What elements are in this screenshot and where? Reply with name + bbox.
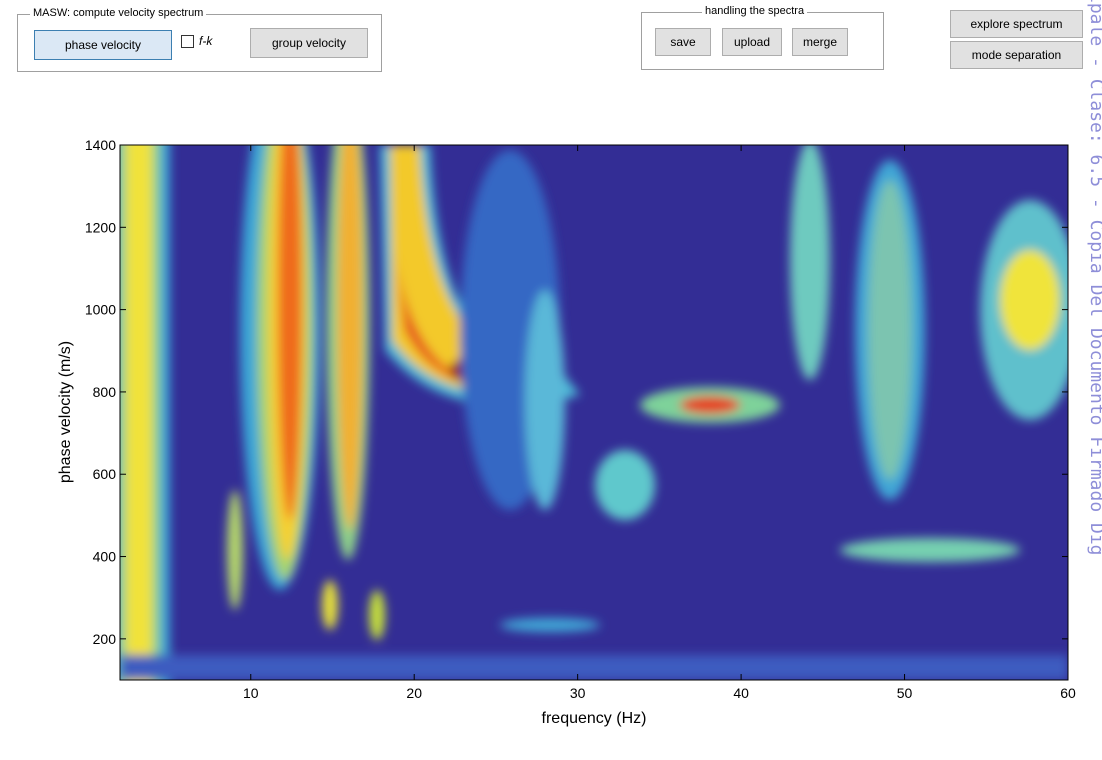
y-tick-label: 200: [93, 631, 117, 647]
spectra-group: handling the spectra: [641, 5, 884, 70]
upload-button[interactable]: upload: [722, 28, 782, 56]
y-tick-label: 1000: [85, 302, 116, 318]
group-title: MASW: compute velocity spectrum: [30, 7, 207, 19]
watermark-text: ipale - Clase: 6.5 - Copia Del Documento…: [1086, 0, 1102, 556]
y-tick-label: 600: [93, 466, 117, 482]
checkbox-label: f-k: [199, 34, 213, 48]
x-tick-label: 60: [1060, 685, 1076, 701]
plot-frame: [119, 144, 1069, 681]
save-button[interactable]: save: [655, 28, 711, 56]
x-tick-label: 20: [406, 685, 422, 701]
mode-separation-button[interactable]: mode separation: [950, 41, 1083, 69]
group-velocity-button[interactable]: group velocity: [250, 28, 368, 58]
y-tick-label: 400: [93, 549, 117, 565]
y-tick-label: 1200: [85, 219, 116, 235]
merge-button[interactable]: merge: [792, 28, 848, 56]
y-tick-label: 1400: [85, 137, 116, 153]
spectrum-image: [120, 145, 1068, 680]
explore-spectrum-button[interactable]: explore spectrum: [950, 10, 1083, 38]
y-axis-label: phase velocity (m/s): [57, 341, 74, 483]
masw-group: MASW: compute velocity spectrum: [17, 7, 382, 72]
x-tick-label: 50: [897, 685, 913, 701]
y-tick-label: 800: [93, 384, 117, 400]
x-tick-label: 40: [733, 685, 749, 701]
group-title: handling the spectra: [702, 5, 808, 17]
fk-checkbox[interactable]: [181, 35, 194, 48]
x-tick-label: 10: [243, 685, 259, 701]
x-axis-label: frequency (Hz): [542, 710, 647, 727]
x-tick-label: 30: [570, 685, 586, 701]
watermark: ipale - Clase: 6.5 - Copia Del Documento…: [1086, 0, 1102, 760]
phase-velocity-button[interactable]: phase velocity: [34, 30, 172, 60]
